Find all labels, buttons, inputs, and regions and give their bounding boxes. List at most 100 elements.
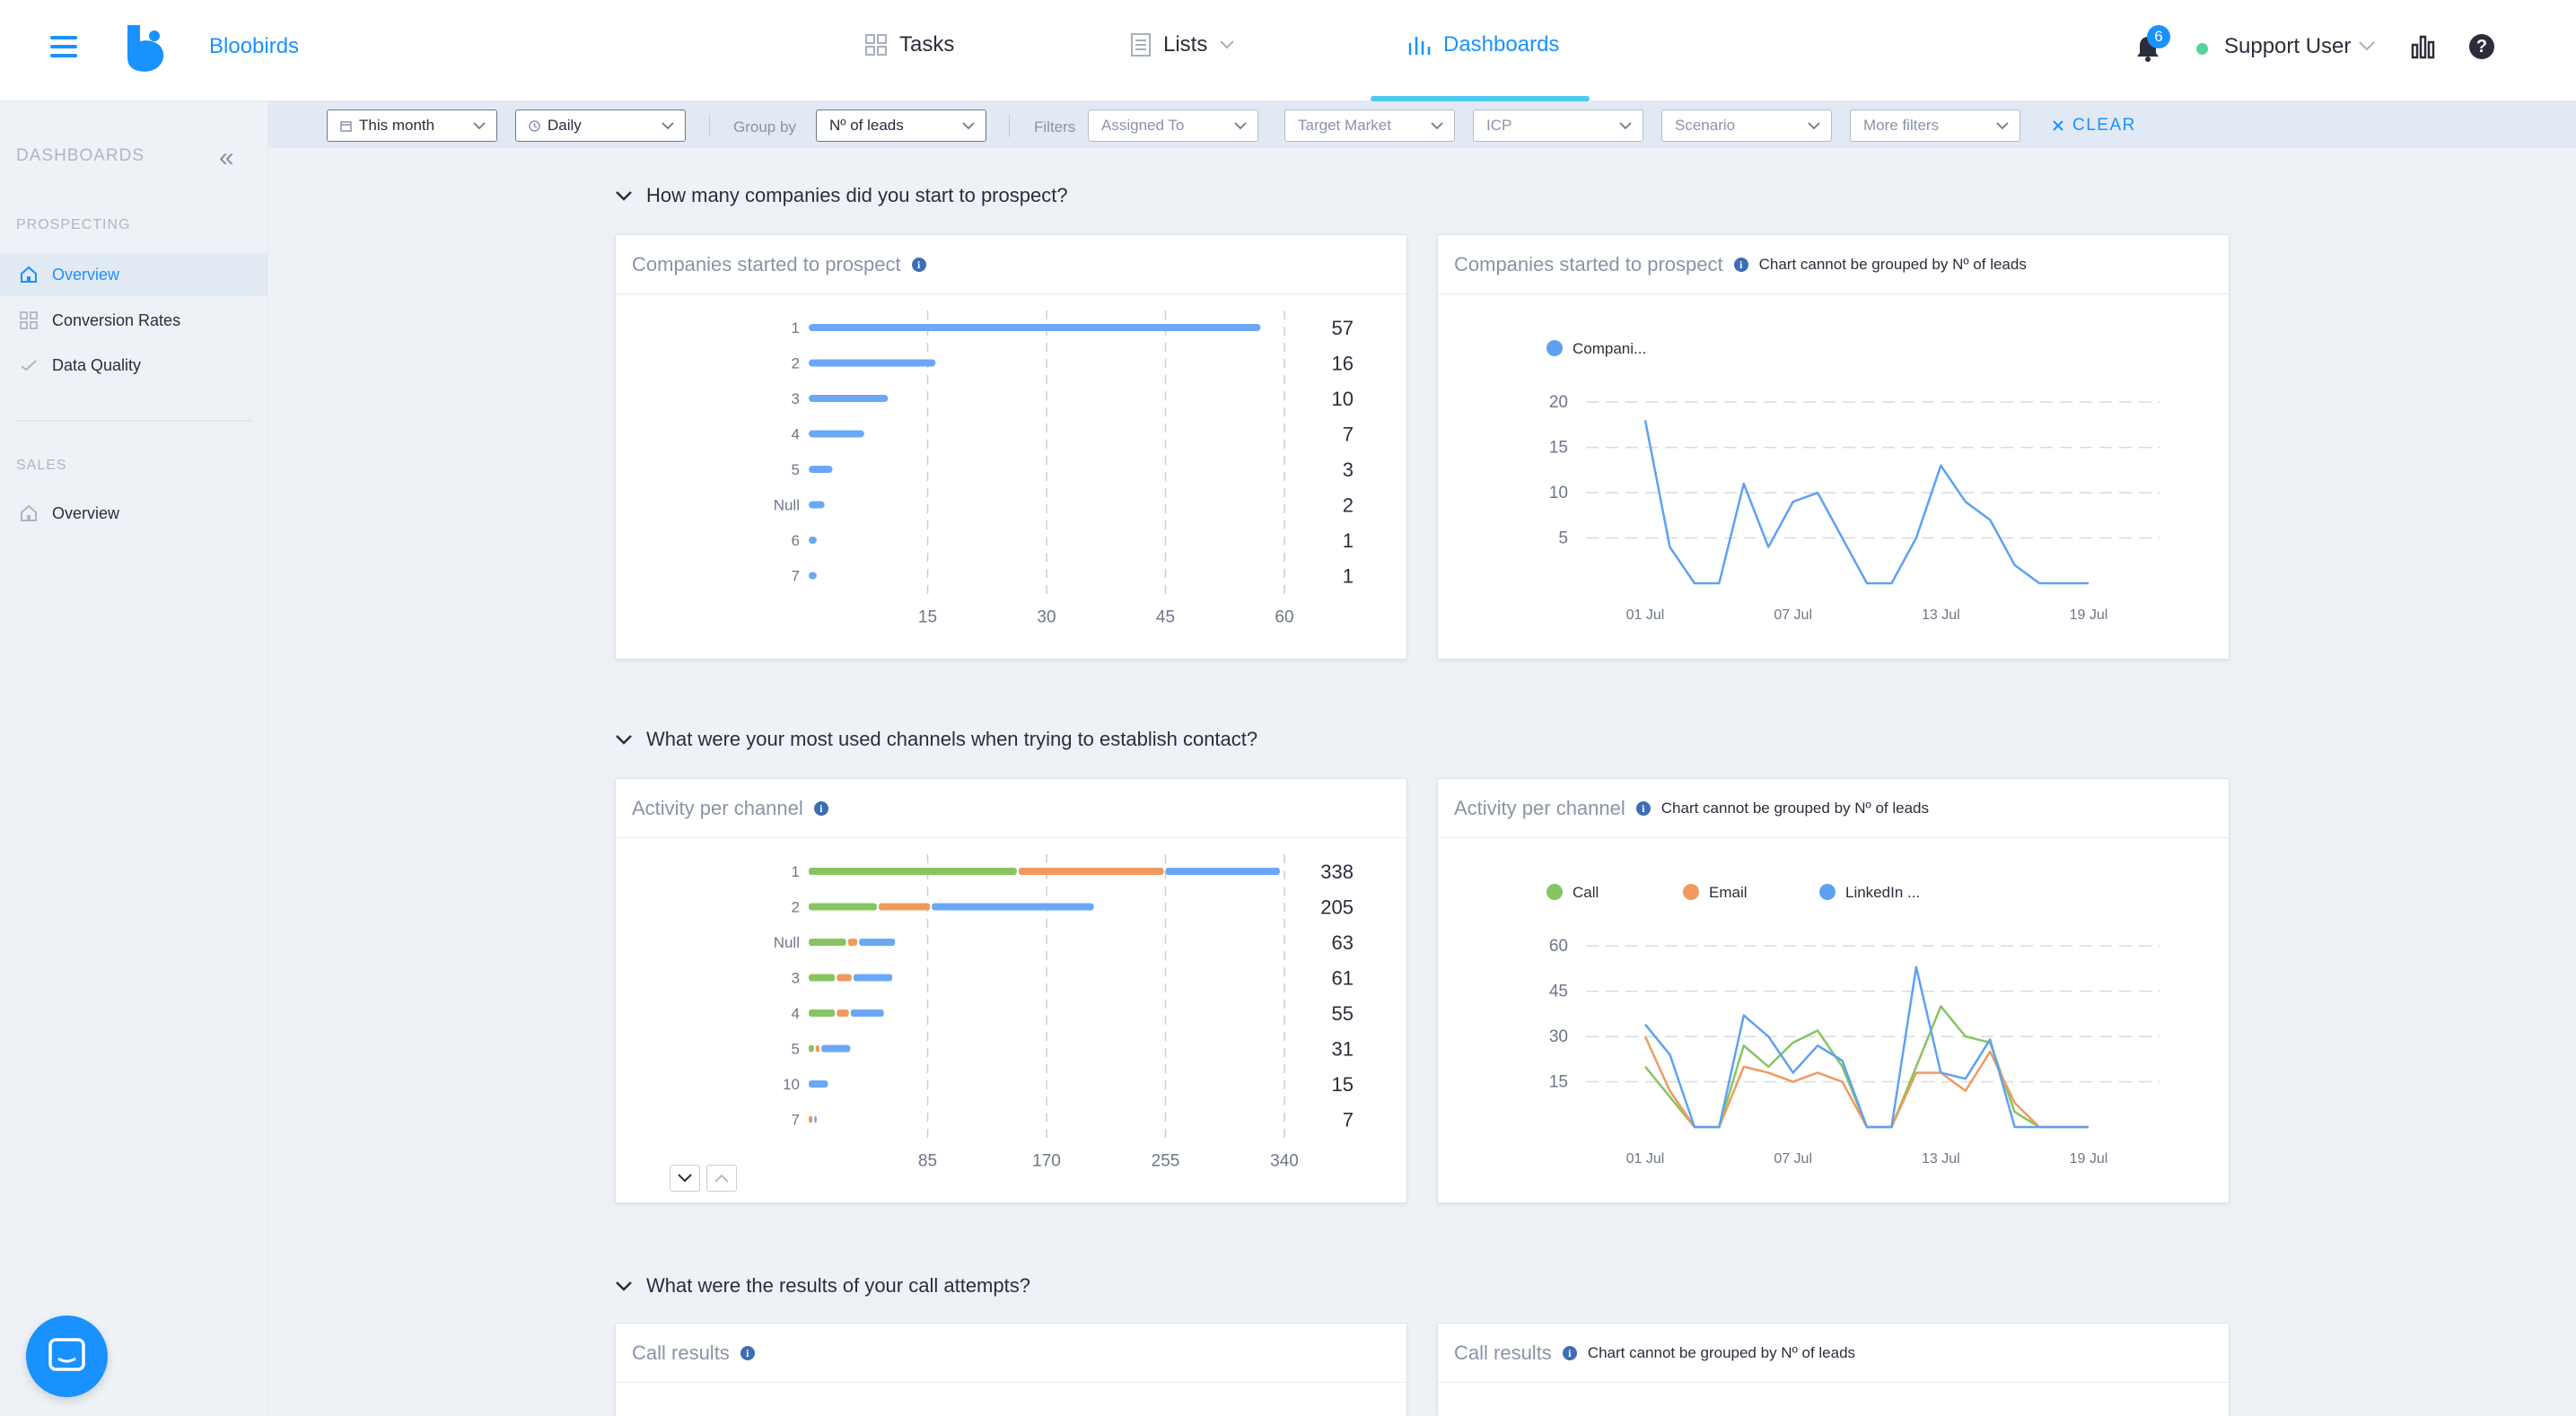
filter-separator	[1009, 114, 1010, 137]
category-label: 2	[792, 355, 800, 372]
menu-icon[interactable]	[50, 36, 77, 57]
chat-launcher-button[interactable]	[26, 1315, 108, 1397]
more-filters-select[interactable]: More filters	[1850, 109, 2020, 142]
chevron-down-icon[interactable]	[2359, 41, 2375, 51]
tab-dashboards[interactable]: Dashboards	[1407, 32, 1559, 57]
collapse-button[interactable]	[706, 1165, 737, 1192]
category-label: 7	[792, 1112, 800, 1129]
active-tab-indicator	[1371, 96, 1590, 101]
companies-bar-chart: 15 30 45 60 1 57 2 16 3 10 4 7 5 3 Null 2 6 1 7 1	[774, 310, 1354, 627]
bar-segment	[1165, 868, 1280, 875]
bar-segment	[837, 974, 852, 982]
tab-tasks[interactable]: Tasks	[865, 32, 954, 57]
info-icon[interactable]: i	[1733, 257, 1748, 272]
section-toggle-channels[interactable]: What were your most used channels when t…	[616, 728, 1257, 751]
tab-tasks-label: Tasks	[899, 32, 955, 57]
sidebar-item-prospecting-overview[interactable]: Overview	[0, 253, 268, 296]
group-by-value: Nº of leads	[829, 117, 904, 134]
clear-filters-label: CLEAR	[2072, 116, 2136, 135]
tab-lists-label: Lists	[1163, 32, 1208, 57]
section-title: How many companies did you start to pros…	[646, 184, 1068, 206]
card-title: Companies started to prospect	[1454, 252, 1723, 275]
series-line	[1643, 420, 2089, 585]
info-icon[interactable]: i	[1562, 1345, 1577, 1360]
bar-segment	[1018, 868, 1164, 875]
x-tick-label: 07 Jul	[1774, 1151, 1812, 1167]
info-icon[interactable]: i	[911, 257, 926, 272]
date-range-select[interactable]: This month	[327, 109, 497, 142]
group-by-select[interactable]: Nº of leads	[816, 109, 986, 142]
chevron-down-icon	[1220, 40, 1235, 49]
section-toggle-prospect[interactable]: How many companies did you start to pros…	[616, 184, 1068, 207]
value-label: 63	[1332, 931, 1354, 954]
list-icon	[1131, 33, 1151, 57]
x-tick-label: 07 Jul	[1774, 607, 1812, 623]
legend-label: Compani...	[1573, 340, 1646, 357]
chat-icon	[48, 1338, 85, 1371]
bloobirds-logo-icon[interactable]	[124, 25, 167, 72]
y-tick-label: 30	[1549, 1027, 1568, 1046]
sidebar-item-label: Data Quality	[52, 355, 142, 374]
value-label: 7	[1343, 424, 1354, 446]
sidebar-item-conversion-rates[interactable]: Conversion Rates	[0, 299, 268, 342]
section-toggle-call-results[interactable]: What were the results of your call attem…	[616, 1274, 1030, 1298]
sidebar-title: DASHBOARDS	[16, 146, 145, 165]
help-icon[interactable]: ?	[2469, 34, 2494, 59]
category-label: 4	[792, 1005, 800, 1022]
granularity-select[interactable]: Daily	[515, 109, 686, 142]
chevron-down-icon	[1808, 122, 1820, 130]
category-label: 3	[792, 390, 800, 407]
bar-segment	[878, 903, 931, 911]
value-label: 1	[1343, 529, 1354, 552]
close-icon	[2053, 120, 2063, 131]
chevron-down-icon	[662, 122, 674, 130]
y-tick-label: 60	[1549, 937, 1568, 956]
category-label: 7	[792, 568, 800, 585]
info-icon[interactable]: i	[1635, 800, 1651, 816]
y-tick-label: 20	[1549, 393, 1568, 412]
target-market-select[interactable]: Target Market	[1284, 109, 1455, 142]
clear-filters-button[interactable]: CLEAR	[2053, 116, 2136, 135]
legend-marker	[1546, 884, 1563, 900]
card-title: Activity per channel	[632, 796, 803, 819]
legend-marker	[1683, 884, 1699, 900]
bar-segment	[815, 1045, 820, 1053]
card-title: Activity per channel	[1454, 796, 1625, 819]
icp-select[interactable]: ICP	[1473, 109, 1643, 142]
bar-segment	[814, 1115, 817, 1123]
bar	[809, 501, 825, 509]
sidebar-item-data-quality[interactable]: Data Quality	[0, 344, 268, 387]
value-label: 61	[1332, 967, 1354, 990]
sidebar-item-sales-overview[interactable]: Overview	[0, 492, 268, 535]
companies-bar-card: Companies started to prospect i 15 30 45 60…	[615, 234, 1407, 660]
analytics-icon[interactable]	[2411, 34, 2436, 59]
sidebar-section-sales: SALES	[16, 458, 67, 473]
brand-name[interactable]: Bloobirds	[209, 34, 300, 58]
x-tick-label: 13 Jul	[1922, 607, 1960, 623]
expand-button[interactable]	[670, 1165, 700, 1192]
call-results-line-card: Call results i Chart cannot be grouped b…	[1437, 1323, 2230, 1416]
info-icon[interactable]: i	[813, 800, 828, 816]
notification-badge: 6	[2147, 25, 2170, 48]
user-menu[interactable]: Support User	[2224, 34, 2352, 58]
bar-segment	[809, 903, 877, 911]
info-icon[interactable]: i	[740, 1345, 755, 1360]
collapse-sidebar-icon[interactable]: «	[219, 143, 234, 172]
bar-segment	[809, 1010, 836, 1017]
sidebar-item-label: Conversion Rates	[52, 310, 181, 329]
bar	[809, 359, 936, 367]
scenario-select[interactable]: Scenario	[1661, 109, 1832, 142]
call-results-card: Call results i	[615, 1323, 1407, 1416]
value-label: 7	[1343, 1109, 1354, 1132]
bar-segment	[859, 939, 896, 946]
target-market-placeholder: Target Market	[1298, 117, 1391, 134]
bar-segment	[932, 903, 1094, 911]
tab-lists[interactable]: Lists	[1131, 32, 1235, 57]
bar-segment	[847, 939, 858, 946]
category-label: 5	[792, 1041, 800, 1058]
chevron-down-icon	[1996, 122, 2009, 130]
legend-label: LinkedIn ...	[1845, 884, 1920, 901]
chevron-down-icon	[616, 191, 632, 201]
assigned-to-select[interactable]: Assigned To	[1088, 109, 1258, 142]
bar	[809, 324, 1261, 331]
